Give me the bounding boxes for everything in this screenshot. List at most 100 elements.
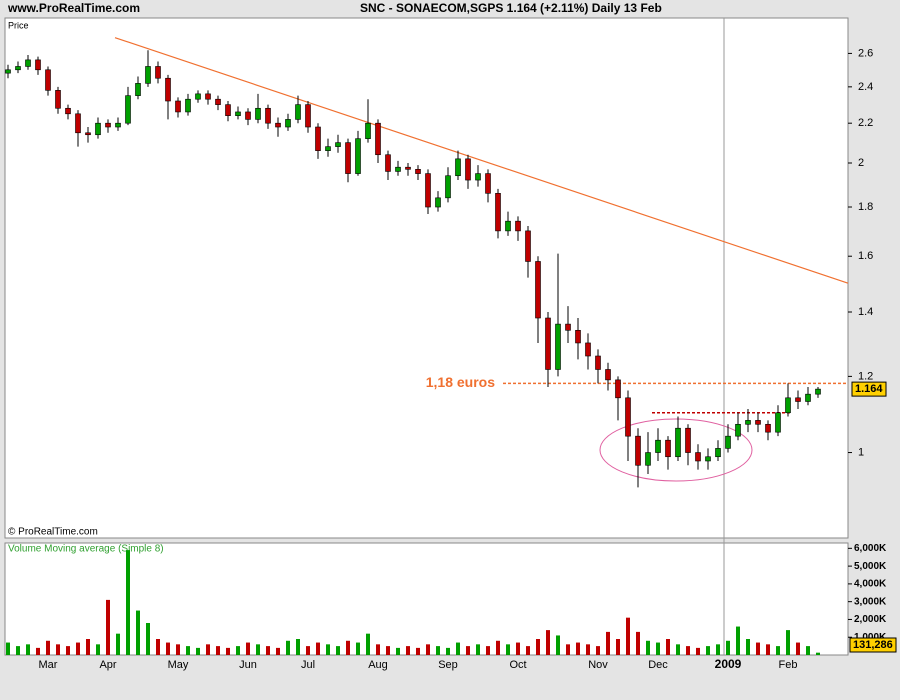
- volume-bar: [736, 626, 740, 655]
- volume-bar: [236, 646, 240, 655]
- volume-bar: [536, 639, 540, 655]
- candle-body: [125, 95, 131, 124]
- volume-bar: [416, 647, 420, 655]
- volume-bar: [326, 644, 330, 655]
- candle-body: [385, 154, 391, 172]
- volume-bar: [56, 644, 60, 655]
- candle-body: [545, 317, 551, 370]
- volume-bar: [266, 646, 270, 655]
- volume-bar: [446, 647, 450, 655]
- candle-body: [165, 77, 171, 102]
- y-tick-label: 2.2: [858, 117, 873, 129]
- volume-bar: [746, 639, 750, 655]
- volume-bar: [346, 640, 350, 655]
- volume-bar: [396, 647, 400, 655]
- volume-bar: [806, 646, 810, 655]
- candle-body: [245, 111, 251, 120]
- volume-bar: [756, 642, 760, 655]
- volume-bar: [226, 647, 230, 655]
- volume-bar: [786, 630, 790, 655]
- volume-bar: [666, 639, 670, 655]
- volume-bar: [566, 644, 570, 655]
- volume-bar: [626, 617, 630, 655]
- x-tick-label: Aug: [368, 659, 388, 671]
- x-tick-label: Mar: [39, 659, 58, 671]
- volume-bar: [206, 644, 210, 655]
- volume-bar: [76, 642, 80, 655]
- y-tick-label: 2,000K: [854, 614, 887, 625]
- price-label: Price: [8, 20, 29, 30]
- candle-body: [25, 59, 31, 67]
- candle-body: [595, 355, 601, 370]
- x-tick-label: Sep: [438, 659, 458, 671]
- candle-body: [685, 427, 691, 453]
- volume-bar: [486, 646, 490, 655]
- volume-bar: [126, 550, 130, 655]
- volume-pane: [4, 542, 849, 656]
- volume-bar: [66, 646, 70, 655]
- y-tick-label: 2.4: [858, 81, 873, 93]
- candle-body: [15, 66, 21, 71]
- candle-body: [275, 122, 281, 128]
- candle-body: [345, 142, 351, 174]
- volume-bar: [366, 633, 370, 655]
- volume-bar: [36, 647, 40, 655]
- candle-body: [515, 220, 521, 232]
- candle-body: [485, 173, 491, 194]
- candle-body: [5, 69, 11, 74]
- candle-body: [655, 439, 661, 453]
- volume-bar: [336, 646, 340, 655]
- candle-body: [295, 104, 301, 120]
- y-tick-label: 5,000K: [854, 561, 887, 572]
- candle-body: [465, 158, 471, 181]
- y-tick-label: 1: [858, 446, 864, 458]
- x-tick-label: Dec: [648, 659, 668, 671]
- volume-bar: [26, 644, 30, 655]
- volume-bar: [256, 644, 260, 655]
- volume-bar: [96, 644, 100, 655]
- candle-body: [185, 98, 191, 113]
- candle-body: [525, 230, 531, 262]
- candle-body: [375, 122, 381, 156]
- volume-bar: [676, 644, 680, 655]
- candle-body: [615, 379, 621, 399]
- x-tick-label: Feb: [779, 659, 798, 671]
- level-label: 1,18 euros: [426, 374, 495, 390]
- volume-bar: [276, 647, 280, 655]
- candle-body: [405, 166, 411, 170]
- candle-body: [135, 83, 141, 96]
- volume-bar: [496, 640, 500, 655]
- candle-body: [225, 104, 231, 116]
- volume-bar: [116, 633, 120, 655]
- candle-body: [415, 169, 421, 174]
- candle-body: [715, 448, 721, 458]
- candle-body: [755, 420, 761, 425]
- volume-bar: [616, 639, 620, 655]
- candle-body: [425, 173, 431, 208]
- volume-title: Volume Moving average (Simple 8): [8, 544, 164, 555]
- candle-body: [535, 261, 541, 319]
- candle-body: [745, 420, 751, 425]
- candle-body: [645, 452, 651, 466]
- volume-bar: [166, 642, 170, 655]
- y-tick-label: 1.6: [858, 250, 873, 262]
- volume-bar: [766, 644, 770, 655]
- last-volume-tag: [849, 637, 897, 653]
- volume-bar: [516, 642, 520, 655]
- candle-body: [65, 107, 71, 115]
- candle-body: [765, 423, 771, 433]
- candle-body: [235, 111, 241, 116]
- header-title: SNC - SONAECOM,SGPS 1.164 (+2.11%) Daily…: [360, 1, 662, 15]
- volume-bar: [196, 647, 200, 655]
- volume-bar: [246, 642, 250, 655]
- x-tick-label: 2009: [715, 657, 742, 671]
- last-price-tag: [851, 381, 887, 397]
- candle-body: [665, 439, 671, 458]
- volume-bar: [136, 610, 140, 655]
- volume-bar: [286, 640, 290, 655]
- volume-bar: [696, 647, 700, 655]
- candle-body: [105, 122, 111, 128]
- volume-bar: [636, 631, 640, 655]
- candle-body: [795, 397, 801, 402]
